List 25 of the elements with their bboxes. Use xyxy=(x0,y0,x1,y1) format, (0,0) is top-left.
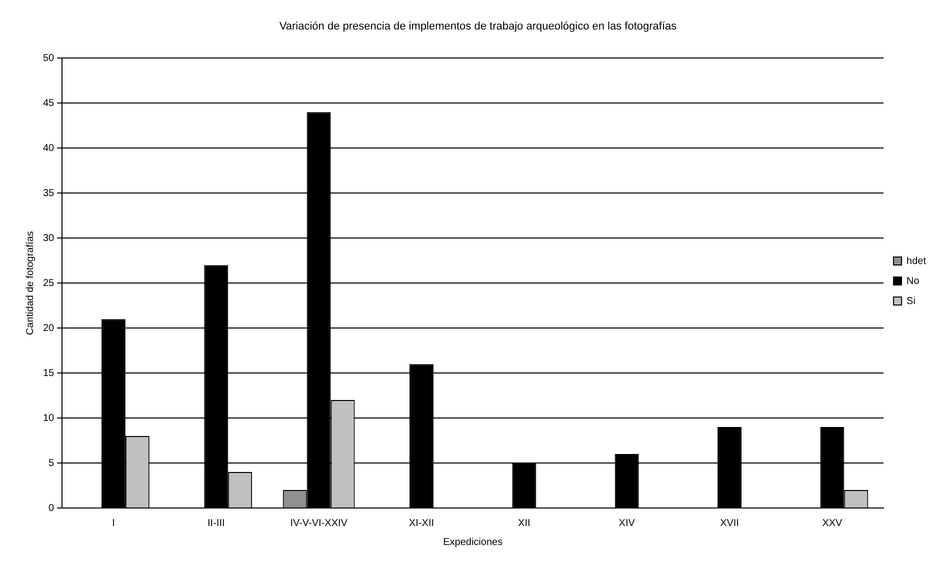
x-tick-label: II-III xyxy=(208,518,225,529)
y-tick-label: 0 xyxy=(48,502,55,514)
legend-label: hdet xyxy=(906,256,926,267)
y-tick-label: 5 xyxy=(48,458,55,469)
x-tick-label: XIV xyxy=(618,518,636,529)
y-axis-title: Cantidad de fotografías xyxy=(24,231,36,336)
y-tick-label: 20 xyxy=(43,322,55,334)
x-tick-label: XII xyxy=(518,518,530,529)
x-tick-label: XXV xyxy=(822,518,843,529)
legend-label: No xyxy=(906,276,920,287)
y-tick-label: 10 xyxy=(43,412,55,424)
chart-title: Variación de presencia de implementos de trabajo arqueológico en las fotografías xyxy=(279,20,678,33)
y-tick-label: 40 xyxy=(43,142,55,154)
x-tick-label: XI-XII xyxy=(408,518,434,529)
y-tick-label: 35 xyxy=(43,188,55,199)
x-tick-label: I xyxy=(112,518,115,529)
y-tick-label: 50 xyxy=(43,52,55,64)
x-tick-label: XVII xyxy=(720,518,739,529)
x-tick-label: IV-V-VI-XXIV xyxy=(290,518,348,529)
y-tick-label: 30 xyxy=(43,232,55,244)
legend-label: Si xyxy=(906,296,916,307)
x-axis-title: Expediciones xyxy=(443,536,503,548)
y-tick-label: 15 xyxy=(43,368,55,379)
y-tick-label: 45 xyxy=(43,98,55,109)
y-tick-label: 25 xyxy=(43,278,55,289)
